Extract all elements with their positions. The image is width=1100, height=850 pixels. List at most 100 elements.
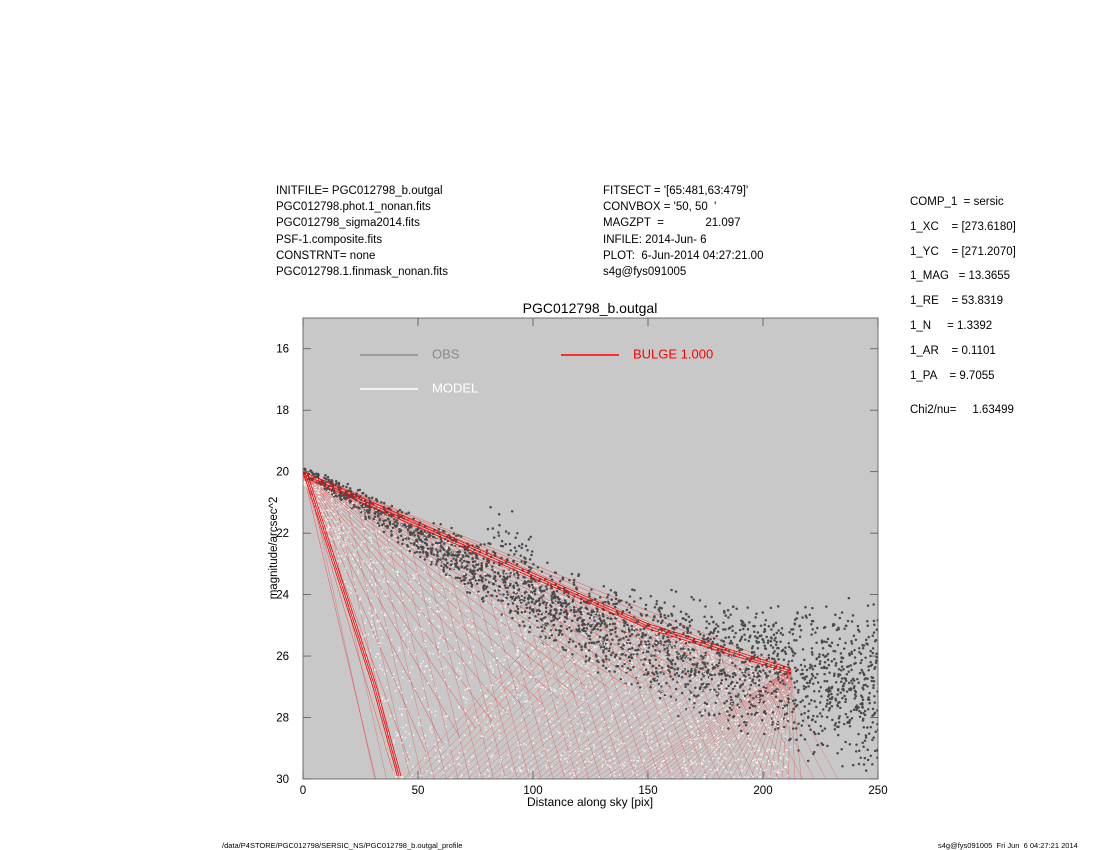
obs-point xyxy=(740,715,744,718)
model-point xyxy=(728,764,731,767)
model-point xyxy=(571,597,573,600)
bulge-mesh-line xyxy=(601,662,773,779)
model-point xyxy=(715,722,717,724)
model-point xyxy=(586,674,589,677)
obs-point xyxy=(450,526,453,530)
model-point xyxy=(565,687,568,690)
model-point xyxy=(734,759,737,762)
obs-point xyxy=(435,563,438,566)
model-point xyxy=(774,724,777,727)
model-point xyxy=(585,744,587,747)
obs-point xyxy=(646,650,650,654)
model-point xyxy=(483,716,485,719)
model-point xyxy=(640,683,643,686)
obs-point xyxy=(830,697,833,701)
obs-point xyxy=(442,548,446,552)
model-point xyxy=(469,637,472,640)
model-point xyxy=(429,600,432,603)
obs-point xyxy=(436,554,439,558)
model-point xyxy=(654,776,657,779)
model-point xyxy=(414,628,417,631)
obs-point xyxy=(859,702,862,706)
model-point xyxy=(412,574,414,576)
model-point xyxy=(718,678,721,681)
model-point xyxy=(516,697,519,699)
bulge-mesh-line xyxy=(431,605,607,779)
model-point xyxy=(430,674,432,677)
model-point xyxy=(640,726,643,729)
model-point xyxy=(548,713,550,715)
bulge-mesh-line xyxy=(622,668,791,779)
model-point xyxy=(494,644,497,646)
model-point xyxy=(343,544,345,547)
model-point xyxy=(377,653,380,655)
obs-point xyxy=(577,624,580,627)
model-point xyxy=(375,509,377,512)
model-point xyxy=(747,734,750,737)
obs-point xyxy=(614,631,617,634)
obs-point xyxy=(520,542,524,546)
obs-point xyxy=(659,615,663,618)
obs-point xyxy=(677,674,681,678)
model-point xyxy=(585,665,588,667)
obs-point xyxy=(486,590,490,594)
model-point xyxy=(664,733,666,736)
model-point xyxy=(772,760,775,763)
model-point xyxy=(722,760,724,762)
obs-point xyxy=(847,596,851,600)
obs-point xyxy=(644,658,647,661)
model-point xyxy=(372,561,375,564)
obs-point xyxy=(860,658,863,662)
obs-point xyxy=(769,606,773,610)
y-tick-label: 24 xyxy=(276,590,289,602)
model-point xyxy=(693,756,696,758)
model-point xyxy=(594,671,596,674)
model-point xyxy=(491,702,493,705)
model-point xyxy=(374,612,377,614)
obs-point xyxy=(473,572,477,575)
model-point xyxy=(713,663,716,665)
obs-point xyxy=(758,679,761,682)
model-point xyxy=(532,653,535,656)
model-point xyxy=(607,751,610,753)
model-point xyxy=(578,767,580,770)
bulge-lower-edge xyxy=(304,471,400,777)
bulge-mesh-line xyxy=(642,621,708,779)
obs-point xyxy=(681,659,685,663)
model-point xyxy=(588,760,590,763)
obs-point xyxy=(390,533,393,536)
x-axis-ticks: 0 50 100 150 200 250 xyxy=(300,318,888,797)
model-point xyxy=(725,769,727,772)
model-point xyxy=(516,646,519,649)
obs-point xyxy=(788,630,791,634)
model-point xyxy=(587,667,589,670)
obs-point xyxy=(742,627,745,631)
model-point xyxy=(452,618,455,621)
model-point xyxy=(616,632,619,634)
obs-point xyxy=(388,523,392,526)
obs-point xyxy=(700,678,703,681)
obs-point xyxy=(699,632,702,636)
obs-point xyxy=(801,648,805,651)
model-point xyxy=(524,657,527,660)
obs-point xyxy=(792,721,796,724)
obs-point xyxy=(703,701,707,705)
model-point xyxy=(392,673,395,676)
model-point xyxy=(431,573,434,576)
model-point xyxy=(362,516,364,519)
bulge-mesh-line xyxy=(714,644,780,779)
obs-point xyxy=(793,702,796,706)
model-point xyxy=(594,612,597,614)
model-point xyxy=(786,679,789,682)
obs-point xyxy=(761,718,764,722)
obs-point xyxy=(556,595,559,599)
obs-point xyxy=(850,679,853,683)
model-point xyxy=(713,769,716,772)
model-point xyxy=(673,655,676,658)
model-point xyxy=(616,657,618,660)
model-point xyxy=(628,691,631,694)
model-point xyxy=(507,682,510,685)
obs-point xyxy=(580,648,584,652)
model-point xyxy=(436,610,439,612)
model-point xyxy=(632,785,634,787)
